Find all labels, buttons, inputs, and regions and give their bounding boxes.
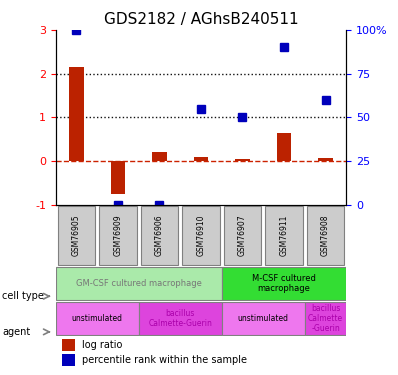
FancyBboxPatch shape [182,206,220,265]
Text: GSM76911: GSM76911 [279,215,289,256]
Text: log ratio: log ratio [82,340,122,350]
Text: GSM76907: GSM76907 [238,214,247,256]
Text: GSM76910: GSM76910 [197,215,205,256]
FancyBboxPatch shape [222,302,305,335]
Text: GSM76906: GSM76906 [155,214,164,256]
Text: GSM76909: GSM76909 [113,214,123,256]
FancyBboxPatch shape [141,206,178,265]
FancyBboxPatch shape [307,206,344,265]
Bar [62,354,74,366]
Bar [111,161,125,194]
FancyBboxPatch shape [139,302,222,335]
Bar [69,67,84,161]
Text: GSM76908: GSM76908 [321,215,330,256]
Bar [152,152,167,161]
Text: GSM76905: GSM76905 [72,214,81,256]
FancyBboxPatch shape [56,267,222,300]
FancyBboxPatch shape [265,206,302,265]
Text: bacillus
Calmette
-Guerin: bacillus Calmette -Guerin [308,304,343,333]
Bar [235,159,250,161]
Text: cell type: cell type [2,291,44,301]
Title: GDS2182 / AGhsB240511: GDS2182 / AGhsB240511 [103,12,298,27]
Bar [277,133,291,161]
Text: GM-CSF cultured macrophage: GM-CSF cultured macrophage [76,279,202,288]
Text: M-CSF cultured
macrophage: M-CSF cultured macrophage [252,274,316,293]
Text: unstimulated: unstimulated [238,314,289,323]
FancyBboxPatch shape [305,302,346,335]
Bar [318,158,333,161]
Text: percentile rank within the sample: percentile rank within the sample [82,355,247,365]
FancyBboxPatch shape [100,206,137,265]
FancyBboxPatch shape [222,267,346,300]
Bar [62,339,74,351]
Text: bacillus
Calmette-Guerin: bacillus Calmette-Guerin [148,309,212,328]
FancyBboxPatch shape [56,302,139,335]
Text: agent: agent [2,327,30,337]
Text: unstimulated: unstimulated [72,314,123,323]
FancyBboxPatch shape [58,206,95,265]
FancyBboxPatch shape [224,206,261,265]
Bar [194,157,208,161]
